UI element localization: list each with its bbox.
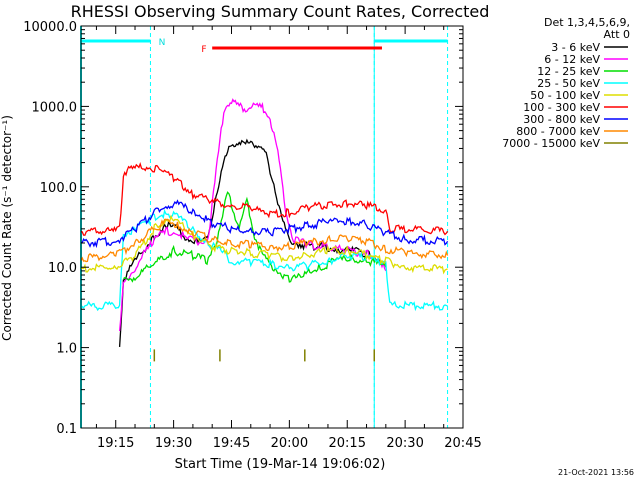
legend-entry-label: 800 - 7000 keV [516,125,600,138]
x-tick-label: 19:30 [155,436,192,451]
y-axis-label: Corrected Count Rate (s⁻¹ detector⁻¹) [0,115,14,341]
x-tick-label: 20:00 [271,436,308,451]
x-axis: 19:15 19:30 19:45 20:00 20:15 20:30 20:45 [95,26,482,451]
y-tick-label: 100.0 [40,181,77,196]
x-tick-label: 19:45 [213,436,250,451]
series-line [80,218,449,263]
series-layer [80,98,449,362]
legend-entry-label: 7000 - 15000 keV [502,137,600,150]
x-axis-label: Start Time (19-Mar-14 19:06:02) [175,457,386,472]
flare-label: F [201,45,206,55]
x-tick-label: 19:15 [97,436,134,451]
legend-entry-label: 50 - 100 keV [530,89,600,102]
series-line [118,98,387,332]
legend-entry-label: 300 - 800 keV [523,113,600,126]
y-tick-label: 1000.0 [32,100,78,115]
y-tick-label: 0.1 [56,422,77,437]
y-tick-label: 10.0 [48,261,77,276]
legend-entry-label: 100 - 300 keV [523,101,600,114]
legend-entry-label: 6 - 12 keV [544,53,600,66]
legend-header-line-1: Det 1,3,4,5,6,9, [544,16,630,29]
series-line [80,214,448,275]
legend-entry-label: 3 - 6 keV [551,41,600,54]
plot-frame [80,25,464,429]
observing-intervals: N F [80,26,449,428]
chart-title: RHESSI Observing Summary Count Rates, Co… [71,2,490,21]
legend-header-line-2: Att 0 [604,28,630,41]
series-line [118,138,387,347]
y-tick-label: 1.0 [56,342,77,357]
series-line [80,162,449,236]
series-line [80,208,448,312]
timestamp: 21-Oct-2021 13:56 [558,468,634,477]
series-line [123,191,387,283]
legend-entry-label: 25 - 50 keV [537,77,600,90]
x-tick-label: 20:30 [386,436,423,451]
legend-entry-label: 12 - 25 keV [537,65,600,78]
x-tick-label: 20:45 [444,436,481,451]
series-line [81,199,449,249]
y-tick-label: 10000.0 [23,20,77,35]
x-tick-label: 20:15 [329,436,366,451]
night-label: N [159,38,166,48]
y-axis: 0.1 1.0 10.0 100.0 1000.0 10000.0 [23,20,463,437]
